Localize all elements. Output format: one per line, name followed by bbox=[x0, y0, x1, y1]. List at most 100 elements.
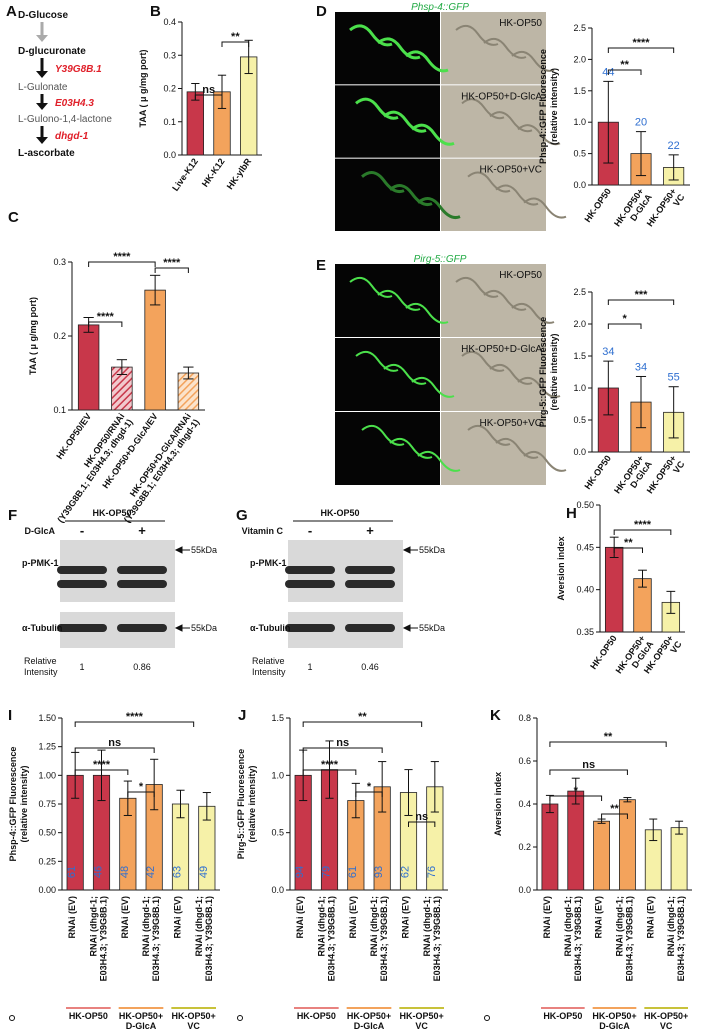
micrograph-title: Pirg-5::GFP bbox=[414, 254, 467, 265]
significance-label: ** bbox=[620, 59, 629, 71]
worm-brightfield bbox=[455, 24, 499, 46]
intensity-value: 1 bbox=[307, 662, 312, 672]
bar bbox=[593, 820, 610, 891]
y-axis-label: TAA ( μ g/mg port) bbox=[28, 297, 38, 375]
group-label: HK-OP50+ VC bbox=[400, 1011, 444, 1031]
group-label: HK-OP50 bbox=[543, 1011, 582, 1021]
marker-label: 55kDa bbox=[191, 623, 217, 633]
marker-arrow bbox=[402, 546, 418, 554]
significance-bracket bbox=[408, 821, 436, 827]
band bbox=[285, 566, 335, 574]
compound: L-Gulonate bbox=[18, 82, 68, 93]
x-tick-label-line: RNAi (EV) bbox=[67, 896, 77, 939]
worm-brightfield bbox=[495, 437, 539, 459]
panel-letter: C bbox=[8, 209, 19, 226]
panel-letter: A bbox=[6, 3, 17, 20]
y-tick-label: 0.0 bbox=[271, 885, 284, 895]
significance-bracket bbox=[127, 791, 155, 797]
significance-label: ** bbox=[358, 711, 367, 723]
significance-label: * bbox=[367, 781, 372, 793]
fluorescence-image bbox=[335, 85, 440, 158]
marker-label: 55kDa bbox=[419, 623, 445, 633]
group-label-line: VC bbox=[187, 1021, 200, 1031]
y-tick-label: 1.5 bbox=[573, 86, 586, 96]
band bbox=[117, 624, 167, 632]
x-tick-label: RNAi (dhgd-1;E03H4.3; Y39G8B.1) bbox=[614, 896, 634, 981]
y-tick-label: 0.8 bbox=[518, 713, 531, 723]
significance-label: ** bbox=[610, 803, 619, 815]
x-tick-label: RNAi (EV) bbox=[645, 896, 655, 939]
significance-bracket bbox=[549, 769, 628, 775]
x-tick-label: RNAi (dhgd-1;E03H4.3; Y39G8B.1) bbox=[563, 896, 583, 981]
intensity-value: 0.46 bbox=[361, 662, 379, 672]
band bbox=[117, 580, 167, 588]
significance-bracket bbox=[302, 769, 357, 775]
worm-brightfield bbox=[483, 37, 527, 59]
x-tick-label-line: RNAi (EV) bbox=[120, 896, 130, 939]
n-label: 42 bbox=[145, 866, 157, 878]
panel-letter: B bbox=[150, 3, 161, 20]
band bbox=[345, 566, 395, 574]
worm-brightfield bbox=[455, 276, 499, 298]
intensity-label: Relative Intensity bbox=[252, 656, 286, 677]
x-tick-label-line: RNAi (dhgd-1; bbox=[666, 896, 676, 957]
significance-bracket bbox=[74, 769, 129, 775]
panel-letter: D bbox=[316, 3, 327, 20]
n-label: 55 bbox=[668, 372, 680, 384]
significance-label: ns bbox=[336, 737, 349, 749]
y-tick-label: 1.0 bbox=[573, 117, 586, 127]
x-tick-label-line: RNAi (dhgd-1; bbox=[422, 896, 432, 957]
intensity-label-line: Intensity bbox=[24, 667, 58, 677]
compound: D-glucuronate bbox=[18, 46, 86, 57]
x-tick-label-line: RNAi (EV) bbox=[295, 896, 305, 939]
significance-bracket bbox=[549, 741, 667, 747]
n-label: 63 bbox=[172, 866, 184, 878]
y-axis-label-line: Phsp-4::GFP Fluorescence bbox=[8, 747, 18, 862]
y-axis-label-line: Aversion index bbox=[556, 536, 566, 600]
bar bbox=[541, 803, 559, 891]
micrograph-row-label: HK-OP50+D-GlcA bbox=[461, 344, 542, 355]
worm bbox=[349, 24, 393, 47]
significance-label: * bbox=[574, 785, 579, 797]
x-tick-label-line: E03H4.3; Y39G8B.1) bbox=[573, 896, 583, 981]
n-label: 46 bbox=[93, 866, 105, 878]
lane-label: + bbox=[138, 523, 146, 538]
band bbox=[345, 580, 395, 588]
y-tick-label: 0.35 bbox=[576, 627, 594, 637]
fluorescence-image bbox=[335, 412, 440, 485]
x-tick-label-line: RNAi (dhgd-1; bbox=[369, 896, 379, 957]
x-tick-label-line: E03H4.3; Y39G8B.1) bbox=[151, 896, 161, 981]
y-axis-label-line: (relative intensity) bbox=[549, 68, 559, 145]
x-tick-label: HK-OP50 bbox=[582, 453, 613, 491]
y-axis-label-line: Pirg-5::GFP Fluorescence bbox=[538, 317, 548, 427]
worm bbox=[355, 97, 399, 120]
micrograph-row-label: HK-OP50+D-GlcA bbox=[461, 91, 542, 102]
band-label: p-PMK-1 bbox=[250, 558, 287, 568]
fluorescence-image bbox=[335, 338, 440, 411]
significance-label: ** bbox=[624, 537, 633, 549]
x-tick-label: RNAi (EV) bbox=[348, 896, 358, 939]
blot-header: HK-OP50 bbox=[320, 508, 359, 518]
bar bbox=[77, 324, 100, 411]
bar bbox=[619, 799, 636, 891]
y-tick-label: 0.1 bbox=[163, 117, 176, 127]
y-tick-label: 1.00 bbox=[38, 770, 56, 780]
y-tick-label: 1.5 bbox=[573, 351, 586, 361]
x-tick-label: HK-OP50+D-GlcA bbox=[612, 453, 654, 501]
blot-treatment: D-GlcA bbox=[24, 526, 55, 536]
y-tick-label: 0.5 bbox=[271, 828, 284, 838]
significance-label: **** bbox=[634, 519, 652, 531]
n-label: 22 bbox=[668, 140, 680, 152]
y-axis-label-line: (relative intensity) bbox=[549, 333, 559, 410]
x-tick-label: RNAi (EV) bbox=[295, 896, 305, 939]
significance-label: **** bbox=[321, 759, 339, 771]
marker-arrow bbox=[174, 624, 190, 632]
worm bbox=[383, 363, 427, 385]
y-axis-label-line: Pirg-5::GFP Fluorescence bbox=[236, 749, 246, 859]
x-tick-label-line: E03H4.3; Y39G8B.1) bbox=[624, 896, 634, 981]
group-label-line: VC bbox=[660, 1021, 673, 1031]
x-tick-label-line: RNAi (EV) bbox=[594, 896, 604, 939]
x-tick-label-line: E03H4.3; Y39G8B.1) bbox=[432, 896, 442, 981]
worm bbox=[377, 289, 421, 311]
y-tick-label: 0.6 bbox=[518, 756, 531, 766]
